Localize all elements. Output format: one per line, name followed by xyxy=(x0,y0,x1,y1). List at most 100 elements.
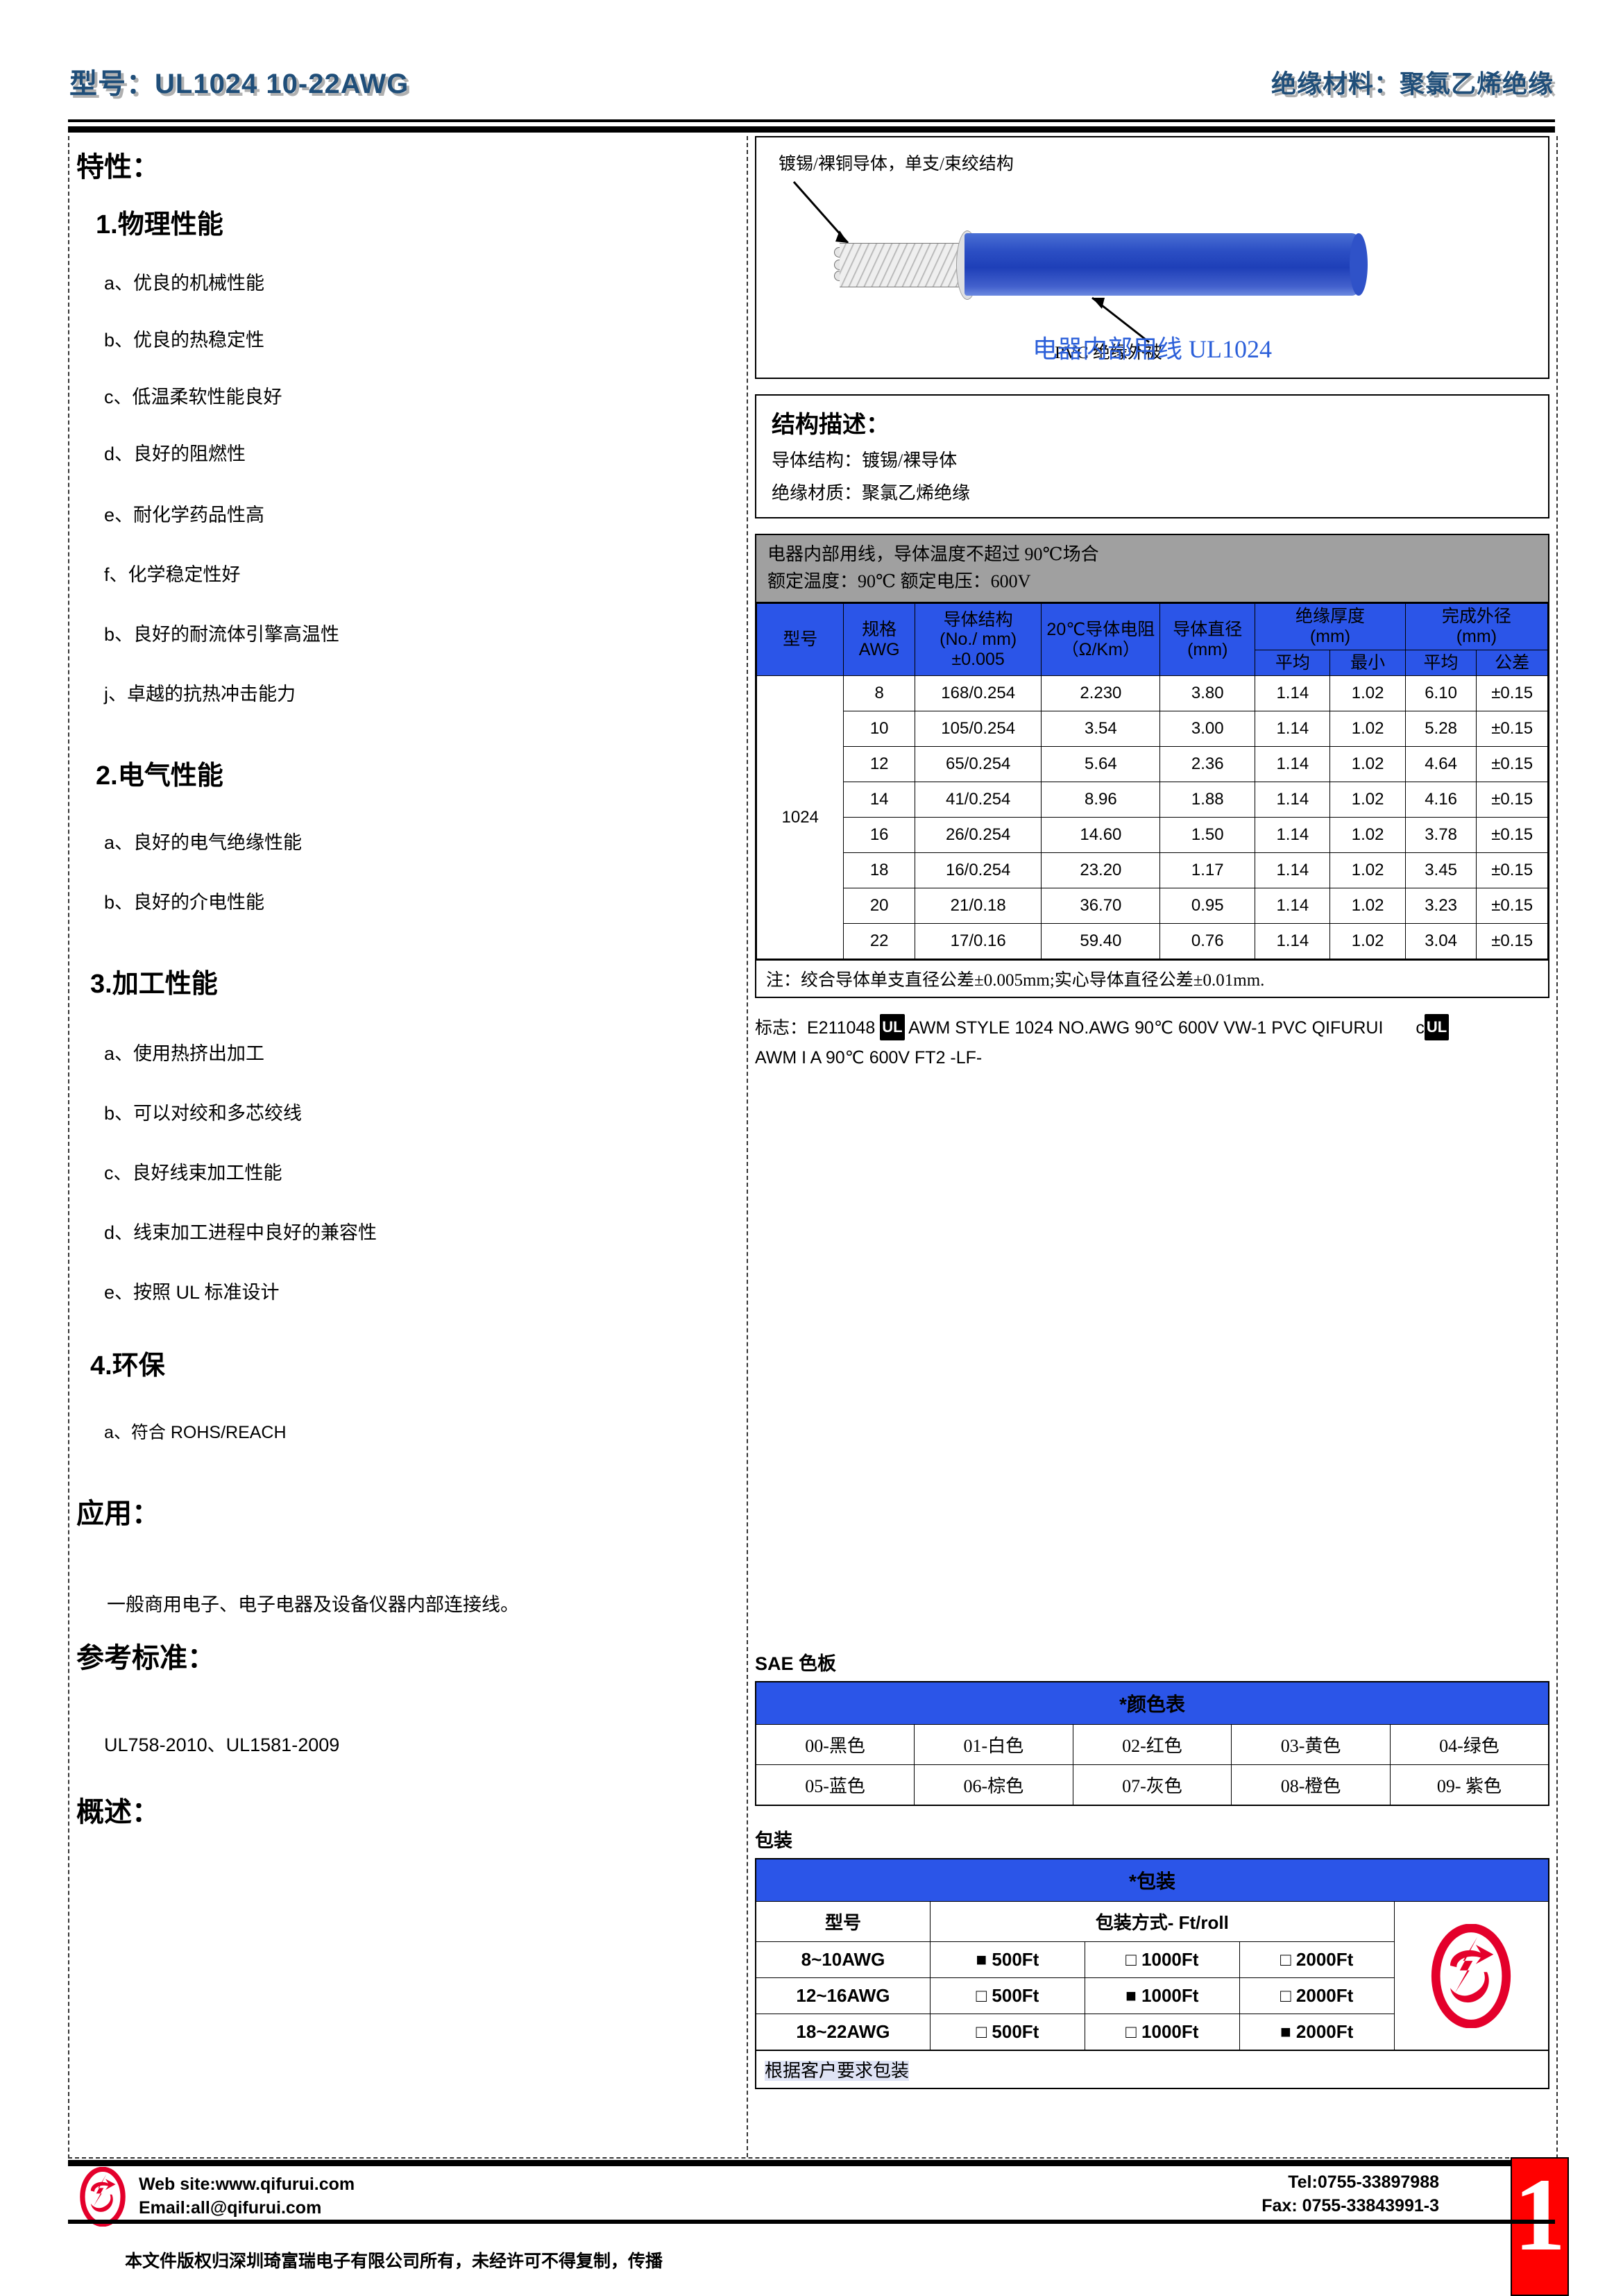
color-cell: 04-绿色 xyxy=(1389,1724,1549,1766)
option-label: 2000Ft xyxy=(1295,1949,1354,1970)
standards-title: 参考标准： xyxy=(76,1643,215,1673)
cell-ins-avg: 1.14 xyxy=(1255,746,1331,783)
pvc-jacket xyxy=(965,233,1359,296)
packaging-table-header: *包装 xyxy=(755,1858,1549,1902)
checkbox-icon[interactable]: ■ xyxy=(976,1949,987,1970)
feature-item: d、良好的阻燃性 xyxy=(104,444,246,464)
feature-item: e、按照 UL 标准设计 xyxy=(104,1282,280,1303)
table-row: 10 105/0.254 3.54 3.00 1.14 1.02 5.28 ±0… xyxy=(757,711,1548,748)
checkbox-icon[interactable]: □ xyxy=(976,1985,987,2007)
color-cell: 01-白色 xyxy=(914,1724,1073,1766)
checkbox-icon[interactable]: □ xyxy=(1125,1949,1137,1970)
page-header: 型号：UL1024 10-22AWG 绝缘材料：聚氯乙烯绝缘 xyxy=(0,61,1623,112)
specification-table: 型号 规格 AWG 导体结构 (No./ mm) ±0.005 20℃导体电阻 … xyxy=(756,602,1549,960)
conductor-strands xyxy=(840,243,965,287)
th-ins-min: 最小 xyxy=(1329,649,1406,677)
table-row: 型号 包装方式- Ft/roll xyxy=(755,1901,1549,2051)
checkbox-icon[interactable]: □ xyxy=(976,2021,987,2043)
qifurui-logo-icon xyxy=(1429,1923,1513,2029)
sae-table-header: *颜色表 xyxy=(755,1681,1549,1725)
cell-awg: 10 xyxy=(843,711,915,748)
cell-od-tol: ±0.15 xyxy=(1476,817,1548,854)
packaging-option[interactable]: □ 2000Ft xyxy=(1239,1977,1395,2015)
color-cell: 09- 紫色 xyxy=(1389,1764,1549,1806)
header-rule-thin xyxy=(68,119,1555,122)
cell-model-value: 1024 xyxy=(756,675,844,960)
cell-od-avg: 3.78 xyxy=(1404,817,1477,854)
cell-awg: 18 xyxy=(843,852,915,889)
feature-item: b、可以对绞和多芯绞线 xyxy=(104,1103,303,1124)
cell-od-avg: 3.45 xyxy=(1404,852,1477,889)
option-label: 500Ft xyxy=(992,2021,1039,2043)
cell-ins-min: 1.02 xyxy=(1329,817,1406,854)
packaging-model: 18~22AWG xyxy=(755,2014,931,2051)
packaging-title: 包装 xyxy=(755,1830,792,1852)
cell-res: 2.230 xyxy=(1041,675,1161,712)
color-cell: 07-灰色 xyxy=(1072,1764,1232,1806)
cell-res: 3.54 xyxy=(1041,711,1161,748)
cell-ins-min: 1.02 xyxy=(1329,746,1406,783)
th-conductor-dia: 导体直径 (mm) xyxy=(1159,602,1256,677)
overview-title: 概述： xyxy=(76,1797,160,1827)
application-title: 应用： xyxy=(76,1499,160,1529)
checkbox-icon[interactable]: ■ xyxy=(1125,1985,1137,2007)
logo-svg xyxy=(1431,1923,1511,2029)
footer-contact-block: Web site:www.qifurui.com Email:all@qifur… xyxy=(76,2167,355,2227)
cell-od-tol: ±0.15 xyxy=(1476,675,1548,712)
spec-table-container: 型号 规格 AWG 导体结构 (No./ mm) ±0.005 20℃导体电阻 … xyxy=(755,602,1549,961)
table-row: 20 21/0.18 36.70 0.95 1.14 1.02 3.23 ±0.… xyxy=(757,888,1548,925)
th-od-tol: 公差 xyxy=(1476,649,1548,677)
checkbox-icon[interactable]: ■ xyxy=(1280,2021,1291,2043)
packaging-option[interactable]: □ 500Ft xyxy=(929,2014,1085,2051)
standards-text: UL758-2010、UL1581-2009 xyxy=(104,1734,340,1755)
feature-item: b、优良的热稳定性 xyxy=(104,330,265,351)
right-column: 镀锡/裸铜导体，单支/束绞结构 PVC 绝缘外被 电器内部用线 UL1024 xyxy=(755,136,1549,2090)
structure-description-box: 结构描述： 导体结构：镀锡/裸导体 绝缘材质：聚氯乙烯绝缘 xyxy=(755,394,1549,518)
cell-struct: 168/0.254 xyxy=(914,675,1042,712)
cell-struct: 41/0.254 xyxy=(914,782,1042,818)
cell-od-tol: ±0.15 xyxy=(1476,888,1548,925)
footer-fax: Fax: 0755-33843991-3 xyxy=(1261,2195,1439,2215)
packaging-option[interactable]: □ 1000Ft xyxy=(1084,1941,1240,1979)
packaging-option[interactable]: □ 2000Ft xyxy=(1239,1941,1395,1979)
packaging-option[interactable]: ■ 500Ft xyxy=(929,1941,1085,1979)
th-insulation-thickness: 绝缘厚度 (mm) xyxy=(1255,603,1406,650)
cell-ins-avg: 1.14 xyxy=(1255,852,1331,889)
section-heading-processing: 3.加工性能 xyxy=(90,970,218,999)
checkbox-icon[interactable]: □ xyxy=(1280,1985,1291,2007)
rating-values: 额定温度：90℃ 额定电压：600V xyxy=(767,571,1031,591)
checkbox-icon[interactable]: □ xyxy=(1280,1949,1291,1970)
option-label: 1000Ft xyxy=(1141,1985,1199,2007)
feature-item: a、符合 ROHS/REACH xyxy=(104,1423,287,1442)
footer-website[interactable]: Web site:www.qifurui.com xyxy=(139,2175,355,2195)
cell-awg: 22 xyxy=(843,923,915,960)
packaging-section: 包装 *包装 型号 包装方式- Ft/roll xyxy=(755,1825,1549,2090)
cell-struct: 21/0.18 xyxy=(914,888,1042,925)
page-number-badge: 1 xyxy=(1511,2157,1569,2296)
marking-id: 标志：E211048 xyxy=(755,1018,876,1038)
footer-contact-text: Web site:www.qifurui.com Email:all@qifur… xyxy=(139,2173,355,2220)
packaging-col-method: 包装方式- Ft/roll xyxy=(929,1901,1395,1943)
feature-item: e、耐化学药品性高 xyxy=(104,505,265,525)
packaging-option[interactable]: ■ 1000Ft xyxy=(1084,1977,1240,2015)
cell-awg: 16 xyxy=(843,817,915,854)
checkbox-icon[interactable]: □ xyxy=(1125,2021,1137,2043)
footer-email[interactable]: Email:all@qifurui.com xyxy=(139,2198,322,2218)
header-insulation-title: 绝缘材料：聚氯乙烯绝缘 xyxy=(1271,69,1554,98)
rating-band: 电器内部用线，导体温度不超过 90℃场合 额定温度：90℃ 额定电压：600V xyxy=(755,534,1549,602)
packaging-option[interactable]: □ 500Ft xyxy=(929,1977,1085,2015)
option-label: 1000Ft xyxy=(1141,1949,1199,1970)
cell-res: 14.60 xyxy=(1041,817,1161,854)
cable-diagram-box: 镀锡/裸铜导体，单支/束绞结构 PVC 绝缘外被 电器内部用线 UL1024 xyxy=(755,136,1549,379)
packaging-model: 12~16AWG xyxy=(755,1977,931,2015)
packaging-option[interactable]: ■ 2000Ft xyxy=(1239,2014,1395,2051)
option-label: 500Ft xyxy=(992,1949,1039,1970)
color-cell: 05-蓝色 xyxy=(755,1764,915,1806)
content-frame xyxy=(68,136,1558,2159)
feature-item: a、使用热挤出加工 xyxy=(104,1043,265,1064)
packaging-option[interactable]: □ 1000Ft xyxy=(1084,2014,1240,2051)
cell-dia: 2.36 xyxy=(1159,746,1256,783)
sae-title: SAE 色板 xyxy=(755,1653,837,1675)
cell-struct: 65/0.254 xyxy=(914,746,1042,783)
